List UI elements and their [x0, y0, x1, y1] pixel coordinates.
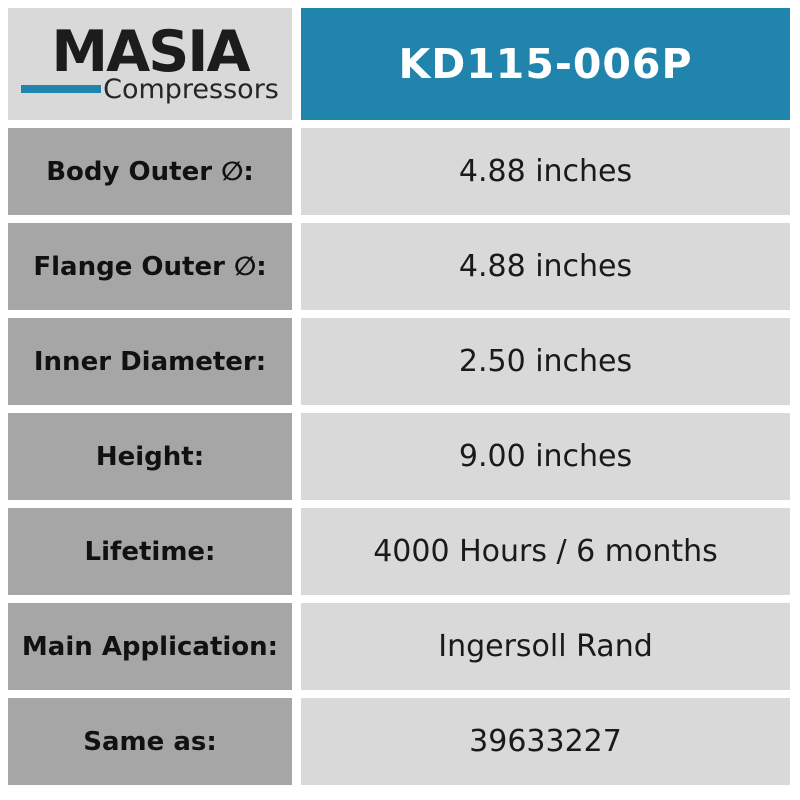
spec-label-flange-outer-diameter: Flange Outer ∅:: [8, 223, 292, 310]
spec-value-text: Ingersoll Rand: [438, 629, 653, 664]
spec-label-main-application: Main Application:: [8, 603, 292, 690]
part-number: KD115-006P: [398, 40, 693, 88]
spec-label-text: Body Outer ∅:: [46, 156, 254, 187]
brand-name: MASIA: [51, 18, 250, 85]
spec-label-inner-diameter: Inner Diameter:: [8, 318, 292, 405]
spec-value-body-outer-diameter: 4.88 inches: [301, 128, 790, 215]
spec-value-height: 9.00 inches: [301, 413, 790, 500]
spec-value-inner-diameter: 2.50 inches: [301, 318, 790, 405]
brand-logo-inner: MASIA Compressors: [21, 18, 279, 105]
spec-label-text: Height:: [95, 441, 205, 472]
brand-tagline: Compressors: [103, 73, 279, 105]
spec-value-text: 4000 Hours / 6 months: [373, 534, 718, 569]
spec-value-text: 39633227: [469, 724, 622, 759]
spec-label-text: Inner Diameter:: [33, 346, 267, 377]
spec-value-same-as: 39633227: [301, 698, 790, 785]
spec-value-text: 2.50 inches: [458, 344, 633, 379]
spec-value-lifetime: 4000 Hours / 6 months: [301, 508, 790, 595]
spec-sheet: MASIA Compressors KD115-006P Body Outer …: [8, 8, 790, 785]
spec-label-text: Lifetime:: [84, 536, 216, 567]
spec-value-main-application: Ingersoll Rand: [301, 603, 790, 690]
spec-label-body-outer-diameter: Body Outer ∅:: [8, 128, 292, 215]
brand-tagline-row: Compressors: [21, 74, 279, 105]
spec-label-lifetime: Lifetime:: [8, 508, 292, 595]
spec-table: MASIA Compressors KD115-006P Body Outer …: [8, 8, 790, 785]
brand-logo: MASIA Compressors: [8, 8, 292, 120]
spec-label-text: Same as:: [83, 726, 217, 757]
spec-value-flange-outer-diameter: 4.88 inches: [301, 223, 790, 310]
spec-value-text: 4.88 inches: [458, 249, 633, 284]
spec-label-text: Main Application:: [21, 631, 279, 662]
part-number-header: KD115-006P: [301, 8, 790, 120]
spec-label-height: Height:: [8, 413, 292, 500]
spec-label-same-as: Same as:: [8, 698, 292, 785]
spec-value-text: 4.88 inches: [458, 154, 633, 189]
spec-value-text: 9.00 inches: [458, 439, 633, 474]
brand-underline-bar: [21, 85, 102, 93]
spec-label-text: Flange Outer ∅:: [33, 251, 267, 282]
